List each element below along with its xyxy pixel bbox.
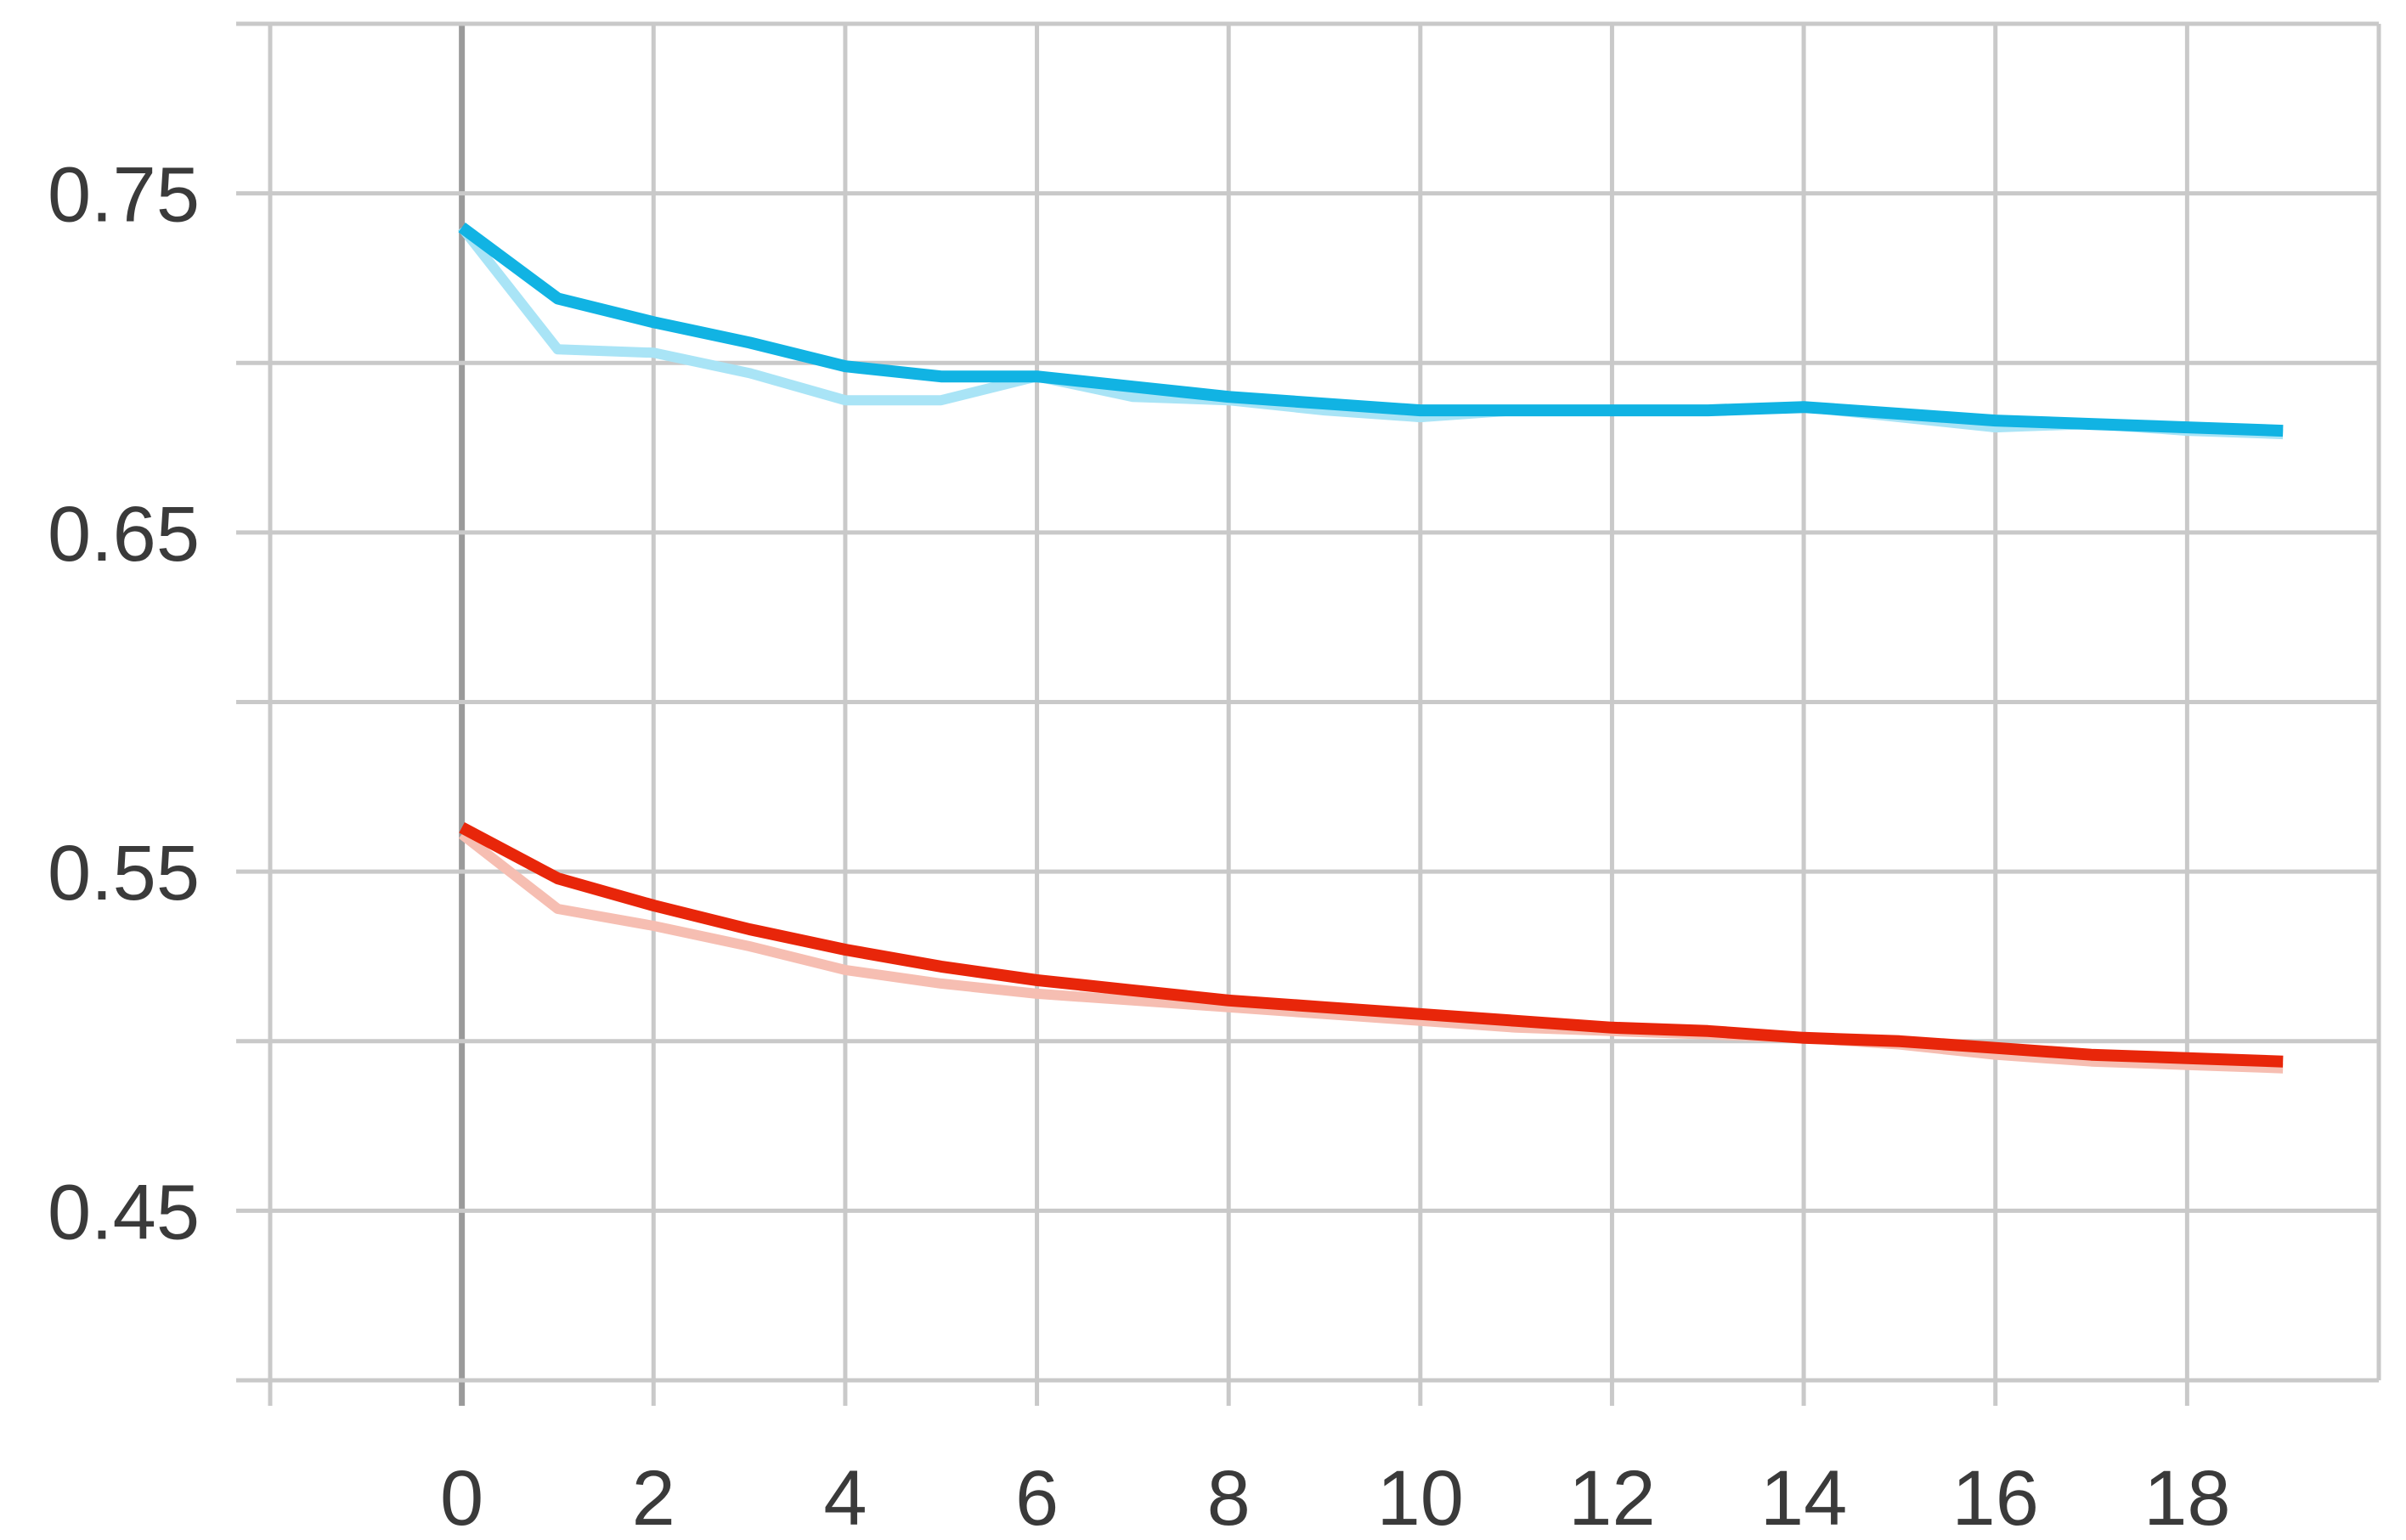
x-tick-label: 2 <box>632 1455 675 1540</box>
y-tick-label: 0.75 <box>48 152 200 239</box>
x-tick-label: 12 <box>1568 1455 1655 1540</box>
x-tick-label: 16 <box>1952 1455 2039 1540</box>
series-line-red <box>459 822 2284 1068</box>
x-tick-label: 4 <box>823 1455 867 1540</box>
x-tick-label: 10 <box>1377 1455 1464 1540</box>
series-group <box>457 222 2284 1074</box>
series-line-red-light <box>458 830 2284 1074</box>
y-tick-label: 0.65 <box>48 491 200 578</box>
y-tick-label: 0.55 <box>48 830 200 917</box>
series-line-blue-light <box>457 223 2284 440</box>
x-tick-label: 14 <box>1760 1455 1847 1540</box>
y-axis-tick-labels: 0.45 0.55 0.65 0.75 <box>48 152 200 1256</box>
x-axis-tick-labels: 0 2 4 6 8 10 12 14 16 18 <box>440 1455 2230 1540</box>
series-line-blue <box>458 222 2284 437</box>
grid <box>236 21 2381 1406</box>
y-tick-label: 0.45 <box>48 1169 200 1255</box>
x-tick-label: 8 <box>1207 1455 1251 1540</box>
x-tick-label: 18 <box>2143 1455 2230 1540</box>
x-tick-label: 0 <box>440 1455 483 1540</box>
x-tick-label: 6 <box>1015 1455 1059 1540</box>
